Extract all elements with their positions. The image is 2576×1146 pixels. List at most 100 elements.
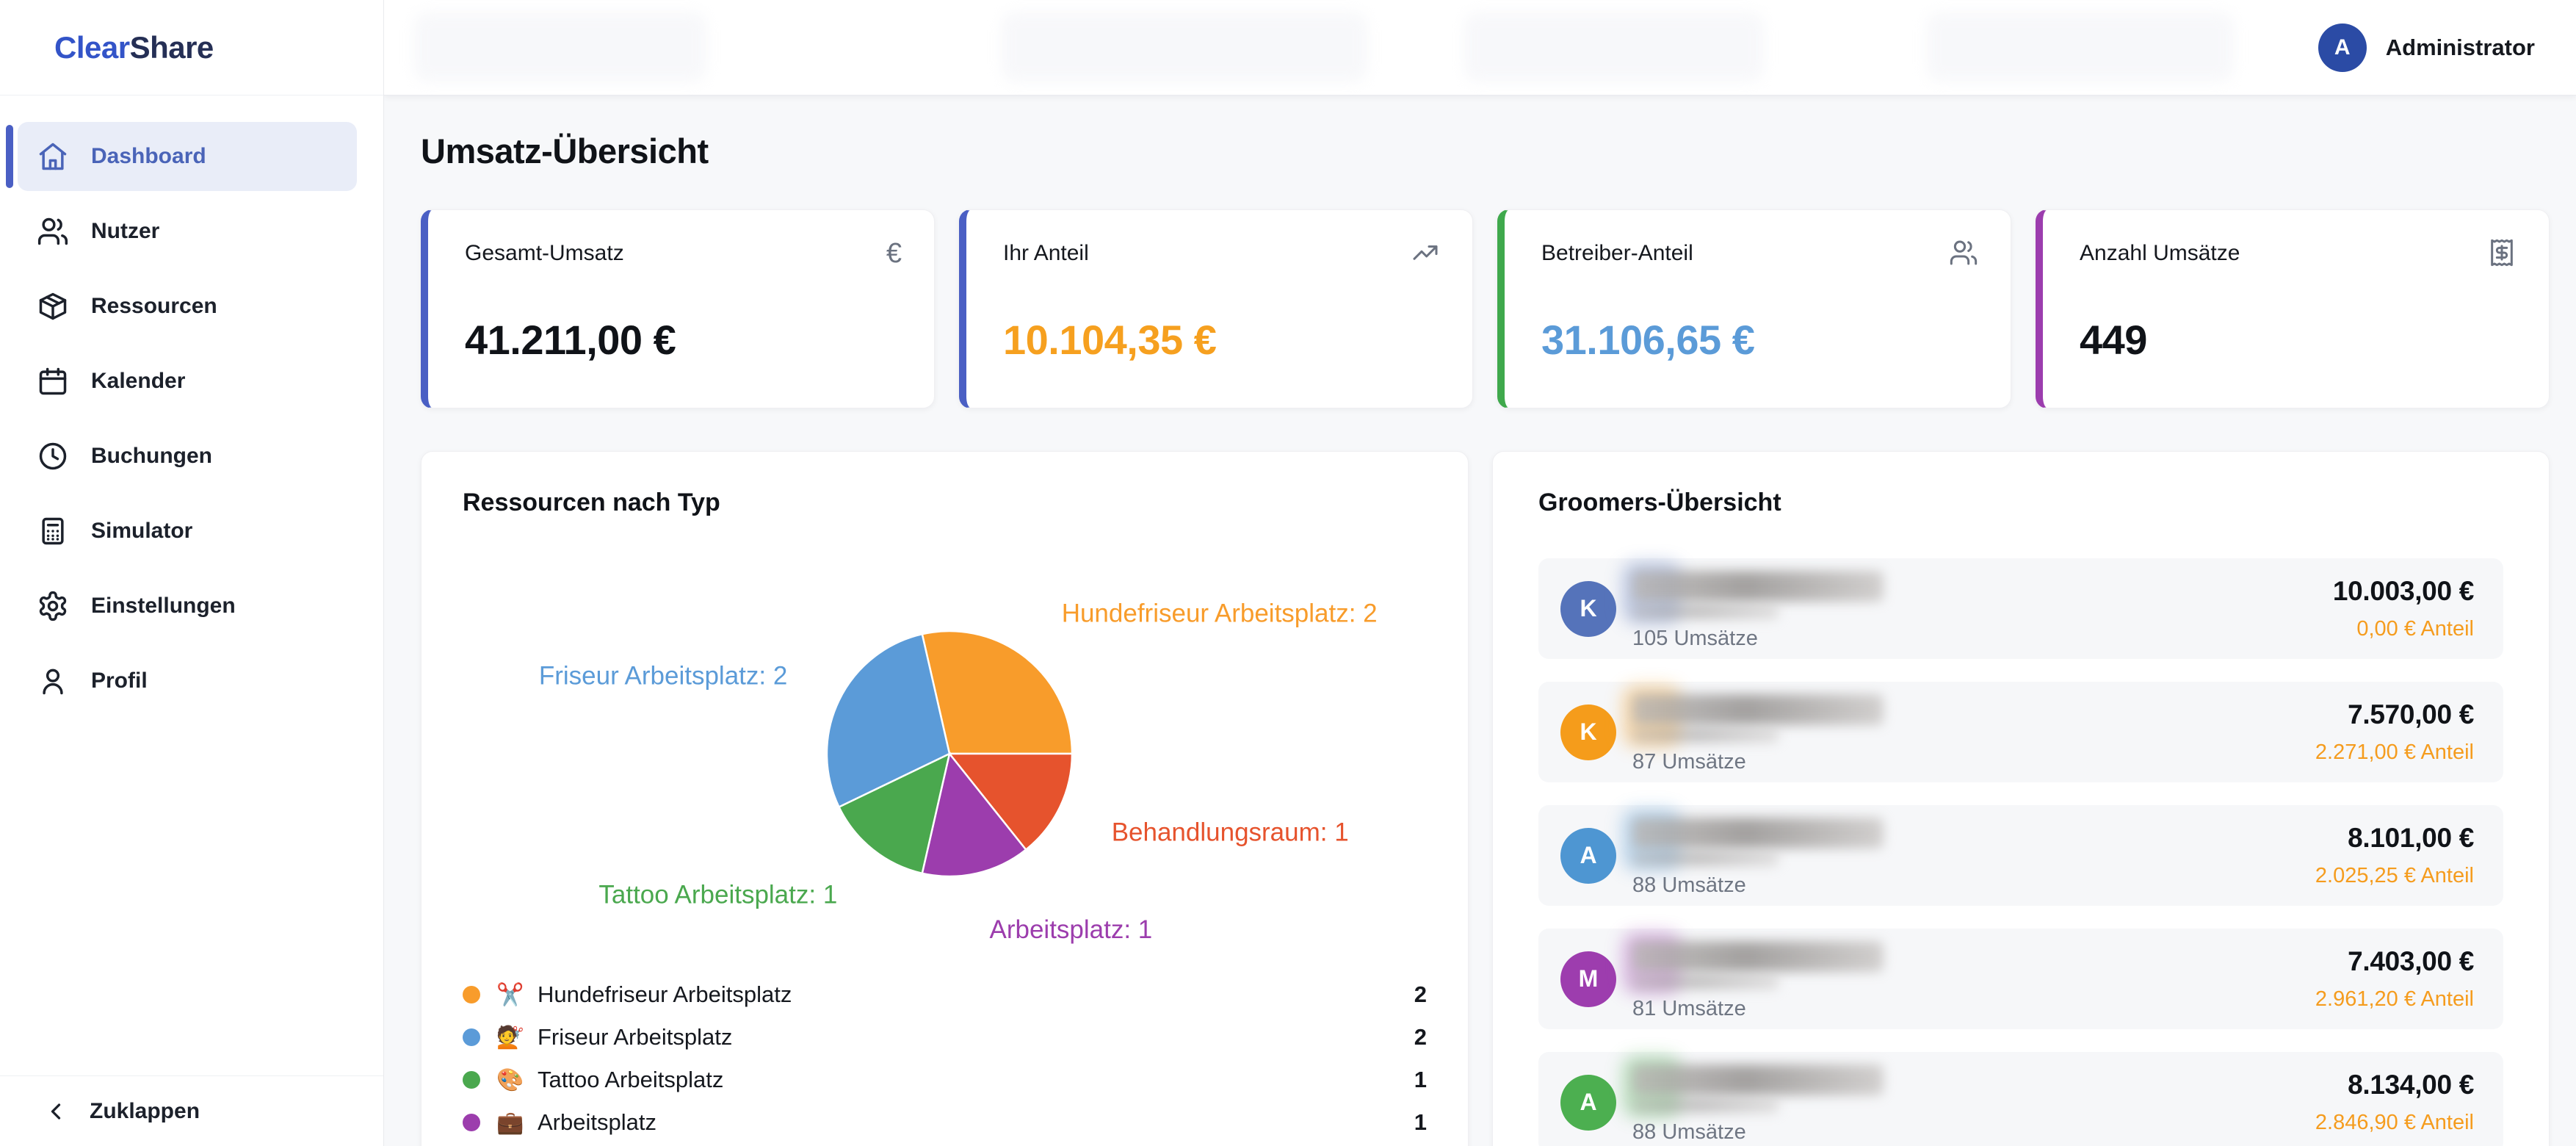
users-icon [37,215,69,248]
stat-label: Betreiber-Anteil [1541,241,1693,265]
legend-label: Arbeitsplatz [538,1109,656,1135]
sidebar-item-label: Dashboard [91,144,206,168]
groomer-amount: 7.403,00 € [2348,946,2474,976]
sidebar-item-ressourcen[interactable]: Ressourcen [18,272,357,341]
sidebar-item-kalender[interactable]: Kalender [18,347,357,416]
sidebar-item-label: Nutzer [91,219,160,243]
redacted-topbar-item [1464,12,1765,82]
stats-row: Gesamt-Umsatz € 41.211,00 € Ihr Anteil 1… [421,209,2550,408]
legend-count: 1 [1414,1109,1427,1135]
groomer-umsaetze: 105 Umsätze [1632,627,1758,650]
redacted-groomer-subtext [1632,728,1779,743]
receipt-icon [2487,238,2517,275]
legend-emoji-icon: 💇 [496,1025,524,1050]
sidebar-item-profil[interactable]: Profil [18,646,357,716]
chevron-left-icon [51,1103,61,1120]
groomer-list-item[interactable]: A 88 Umsätze 8.134,00 € 2.846,90 € Antei… [1538,1052,2503,1146]
resources-by-type-panel: Ressourcen nach Typ Hundefriseur Arbeits… [421,451,1469,1146]
legend-count: 1 [1414,1067,1427,1092]
groomer-list-item[interactable]: K 105 Umsätze 10.003,00 € 0,00 € Anteil [1538,558,2503,659]
sidebar-item-einstellungen[interactable]: Einstellungen [18,572,357,641]
redacted-groomer-subtext [1632,975,1779,990]
groomer-list-item[interactable]: A 88 Umsätze 8.101,00 € 2.025,25 € Antei… [1538,805,2503,906]
groomer-avatar: K [1560,704,1616,760]
pie-slice-1 [947,752,1074,851]
sidebar-item-buchungen[interactable]: Buchungen [18,422,357,491]
package-icon [37,290,69,322]
groomer-list-item[interactable]: K 87 Umsätze 7.570,00 € 2.271,00 € Antei… [1538,682,2503,782]
legend-dot-icon [463,1071,480,1089]
legend-dot-icon [463,1028,480,1046]
calendar-icon [37,365,69,397]
redacted-topbar-item [1926,12,2235,82]
groomers-title: Groomers-Übersicht [1538,489,1781,516]
legend-label: Tattoo Arbeitsplatz [538,1067,724,1092]
sidebar-item-simulator[interactable]: Simulator [18,497,357,566]
groomer-umsaetze: 88 Umsätze [1632,873,1746,897]
groomers-overview-panel: Groomers-Übersicht K 105 Umsätze 10.003,… [1492,451,2550,1146]
stat-label: Gesamt-Umsatz [465,241,624,265]
stat-label: Ihr Anteil [1003,241,1089,265]
users-icon [1949,238,1978,275]
groomer-amount: 7.570,00 € [2348,699,2474,729]
groomer-anteil: 2.846,90 € Anteil [2315,1111,2474,1134]
stat-value: 31.106,65 € [1541,317,1755,363]
main-content: Umsatz-Übersicht Gesamt-Umsatz € 41.211,… [384,96,2576,1146]
pie-slice-2 [921,752,1027,878]
sidebar-nav: Dashboard Nutzer Ressourcen Kalender Buc… [0,96,383,716]
pie-label-1: Behandlungsraum: 1 [1112,818,1349,846]
groomer-umsaetze: 81 Umsätze [1632,997,1746,1020]
groomer-amount: 8.101,00 € [2348,823,2474,853]
groomer-amount: 8.134,00 € [2348,1070,2474,1100]
legend-row: 💼 Arbeitsplatz 1 [463,1101,1427,1144]
pie-label-2: Arbeitsplatz: 1 [990,915,1153,944]
legend-count: 2 [1414,981,1427,1007]
legend-dot-icon [463,1114,480,1131]
groomer-anteil: 2.961,20 € Anteil [2315,987,2474,1011]
stat-value: 41.211,00 € [465,317,676,363]
app-logo: Clear Share [0,0,383,96]
pie-slice-4 [825,633,951,809]
stat-value: 449 [2080,317,2147,363]
pie-label-0: Hundefriseur Arbeitsplatz: 2 [1062,599,1378,627]
sidebar-item-nutzer[interactable]: Nutzer [18,197,357,266]
trending-up-icon [1411,238,1440,275]
user-name: Administrator [2385,35,2535,60]
legend-row: 🎨 Tattoo Arbeitsplatz 1 [463,1059,1427,1101]
user-menu[interactable]: A Administrator [2318,0,2535,96]
groomer-umsaetze: 87 Umsätze [1632,750,1746,774]
clock-icon [37,440,69,472]
user-icon [37,665,69,697]
sidebar: Clear Share Dashboard Nutzer Ressourcen K… [0,0,384,1146]
stat-card-gesamt-umsatz: Gesamt-Umsatz € 41.211,00 € [421,209,935,408]
logo-text-share: Share [129,29,214,65]
pie-slice-3 [837,752,951,875]
stat-card-betreiber-anteil: Betreiber-Anteil 31.106,65 € [1497,209,2011,408]
groomer-anteil: 0,00 € Anteil [2356,617,2474,641]
page-title: Umsatz-Übersicht [421,131,709,170]
legend-label: Hundefriseur Arbeitsplatz [538,981,792,1007]
redacted-groomer-name [1632,694,1884,725]
collapse-sidebar-button[interactable]: Zuklappen [0,1075,383,1146]
sidebar-item-dashboard[interactable]: Dashboard [6,122,357,191]
sidebar-item-label: Buchungen [91,444,212,468]
redacted-groomer-subtext [1632,1098,1779,1113]
sidebar-item-label: Simulator [91,519,193,543]
pie-slice-0 [921,630,1074,755]
home-icon [37,140,69,173]
legend-row: ✂️ Hundefriseur Arbeitsplatz 2 [463,973,1427,1016]
sidebar-item-label: Profil [91,668,148,693]
legend-emoji-icon: ✂️ [496,982,524,1007]
gear-icon [37,590,69,622]
stat-card-ihr-anteil: Ihr Anteil 10.104,35 € [959,209,1473,408]
sidebar-item-label: Ressourcen [91,294,217,318]
redacted-groomer-name [1632,941,1884,972]
redacted-groomer-subtext [1632,605,1779,619]
charts-row: Ressourcen nach Typ Hundefriseur Arbeits… [421,451,2550,1146]
pie-chart: Hundefriseur Arbeitsplatz: 2 Behandlungsr… [539,599,1378,944]
redacted-topbar-item [413,12,707,82]
stat-card-anzahl-umsaetze: Anzahl Umsätze 449 [2036,209,2550,408]
pie-label-3: Tattoo Arbeitsplatz: 1 [598,881,837,909]
groomer-list-item[interactable]: M 81 Umsätze 7.403,00 € 2.961,20 € Antei… [1538,929,2503,1029]
stat-label: Anzahl Umsätze [2080,241,2240,265]
